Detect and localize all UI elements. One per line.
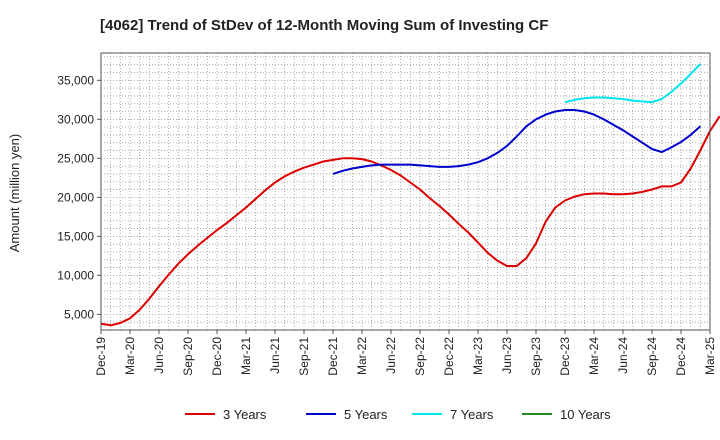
y-tick-label: 15,000 [57, 229, 94, 243]
grid-lines [101, 53, 710, 330]
series-layer [100, 63, 720, 327]
plot-border [100, 52, 711, 331]
x-tick-label: Mar-20 [123, 337, 137, 375]
legend-label: 10 Years [560, 407, 611, 422]
y-tick-label: 35,000 [57, 73, 94, 87]
x-tick-label: Mar-21 [239, 337, 253, 375]
x-tick-label: Mar-23 [471, 337, 485, 375]
chart-title: [4062] Trend of StDev of 12-Month Moving… [100, 17, 548, 34]
x-tick-label: Mar-25 [703, 337, 717, 375]
x-tick-label: Sep-23 [529, 337, 543, 376]
x-tick-label: Sep-21 [297, 337, 311, 376]
x-tick-label: Dec-21 [326, 337, 340, 376]
x-axis-ticks: Dec-19 Mar-20 Jun-20 Sep-20 Dec-20 Mar-21 Jun-… [94, 330, 717, 376]
y-axis-label: Amount (million yen) [7, 134, 22, 253]
plot-area [101, 53, 710, 330]
x-tick-label: Dec-24 [674, 337, 688, 376]
y-tick-label: 30,000 [57, 112, 94, 126]
x-tick-label: Dec-19 [94, 337, 108, 376]
x-tick-label: Sep-22 [413, 337, 427, 376]
legend-label: 3 Years [223, 407, 267, 422]
x-tick-label: Sep-24 [645, 337, 659, 376]
legend-label: 5 Years [344, 407, 388, 422]
y-axis-ticks: 5,000 10,000 15,000 20,000 25,000 30,000 35,00… [57, 73, 101, 321]
x-tick-label: Dec-20 [210, 337, 224, 376]
x-tick-label: Sep-20 [181, 337, 195, 376]
x-tick-label: Jun-22 [384, 337, 398, 374]
x-tick-label: Jun-21 [268, 337, 282, 374]
x-tick-label: Mar-22 [355, 337, 369, 375]
legend-label: 7 Years [450, 407, 494, 422]
x-tick-label: Jun-20 [152, 337, 166, 374]
x-tick-label: Jun-24 [616, 337, 630, 374]
x-tick-label: Jun-23 [500, 337, 514, 374]
x-tick-label: Mar-24 [587, 337, 601, 375]
x-tick-label: Dec-22 [442, 337, 456, 376]
series-line-1 [100, 115, 720, 327]
y-tick-label: 20,000 [57, 190, 94, 204]
y-tick-label: 10,000 [57, 268, 94, 282]
legend: 3 Years 5 Years 7 Years 10 Years [185, 407, 611, 422]
y-tick-label: 25,000 [57, 151, 94, 165]
series-line-2 [332, 109, 701, 175]
series-line-3 [564, 63, 702, 104]
y-tick-label: 5,000 [64, 307, 94, 321]
x-tick-label: Dec-23 [558, 337, 572, 376]
